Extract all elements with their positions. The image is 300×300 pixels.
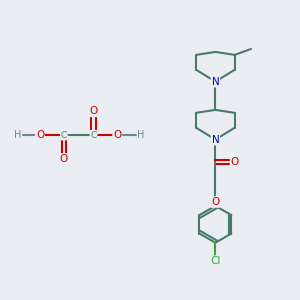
Text: H: H: [137, 130, 145, 140]
Text: C: C: [90, 130, 97, 140]
Text: O: O: [60, 154, 68, 164]
Text: N: N: [212, 135, 219, 145]
Text: O: O: [113, 130, 122, 140]
Text: N: N: [212, 76, 219, 87]
Text: O: O: [211, 197, 220, 207]
Text: C: C: [61, 130, 67, 140]
Text: O: O: [231, 157, 239, 167]
Text: O: O: [36, 130, 44, 140]
Text: Cl: Cl: [210, 256, 220, 266]
Text: H: H: [14, 130, 21, 140]
Text: O: O: [89, 106, 98, 116]
